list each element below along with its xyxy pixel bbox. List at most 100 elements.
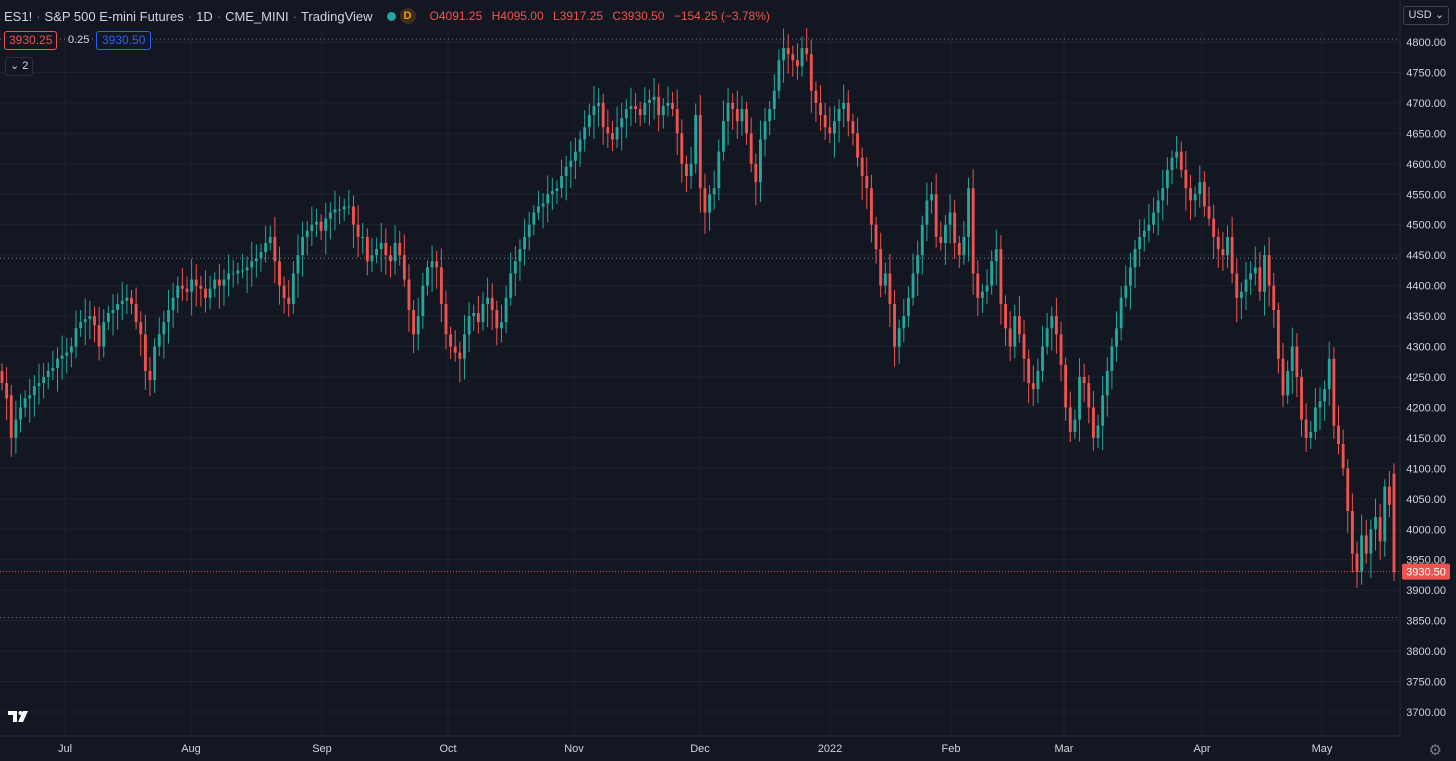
x-tick-label: May xyxy=(1312,743,1333,755)
candle-body xyxy=(83,319,87,323)
candle-body xyxy=(865,176,869,189)
candle-body xyxy=(236,270,240,274)
candle-body xyxy=(1249,273,1253,280)
candle-body xyxy=(1332,358,1336,426)
candle-body xyxy=(624,109,628,119)
candle-body xyxy=(296,255,300,274)
candle-body xyxy=(490,297,494,310)
x-tick-label: Apr xyxy=(1193,743,1210,755)
buy-price-button[interactable]: 3930.50 xyxy=(96,31,152,50)
candle-body xyxy=(985,285,989,292)
candle-body xyxy=(361,236,365,238)
candle-body xyxy=(537,206,540,213)
candle-body xyxy=(1327,358,1331,390)
candle-body xyxy=(675,109,679,134)
candle-body xyxy=(643,102,647,116)
candle-body xyxy=(259,252,263,259)
y-tick-label: 4800.00 xyxy=(1406,37,1446,49)
candle-body xyxy=(943,224,947,243)
candle-body xyxy=(1115,328,1118,347)
candle-body xyxy=(365,236,369,262)
candle-body xyxy=(906,297,910,317)
candle-body xyxy=(435,261,439,268)
candle-body xyxy=(79,322,83,329)
candle-body xyxy=(1017,316,1021,335)
sell-price-button[interactable]: 3930.25 xyxy=(4,31,58,50)
chevron-down-icon: ⌄ xyxy=(1431,9,1444,21)
delayed-badge[interactable]: D xyxy=(399,8,416,24)
currency-select[interactable]: USD ⌄ xyxy=(1403,6,1449,25)
candle-body xyxy=(1350,511,1354,554)
y-tick-label: 4100.00 xyxy=(1406,463,1446,475)
symbol-ticker[interactable]: ES1! xyxy=(4,8,33,24)
candle-body xyxy=(648,99,651,103)
candle-body xyxy=(51,367,55,371)
y-tick-label: 4050.00 xyxy=(1406,494,1446,506)
candle-body xyxy=(1309,431,1313,438)
candle-body xyxy=(555,188,559,192)
candle-body xyxy=(1355,553,1359,572)
candle-body xyxy=(1138,236,1142,250)
candle-body xyxy=(282,285,286,298)
candle-body xyxy=(615,127,619,140)
tradingview-logo-icon[interactable] xyxy=(7,706,31,726)
indicators-collapse-button[interactable]: ⌄ 2 xyxy=(5,57,34,76)
candle-body xyxy=(222,279,226,286)
y-tick-label: 4000.00 xyxy=(1406,524,1446,536)
close-value: 3930.50 xyxy=(621,9,665,23)
candle-body xyxy=(56,358,59,368)
candle-body xyxy=(467,316,471,335)
candle-body xyxy=(1337,425,1340,444)
candle-body xyxy=(134,303,138,323)
candle-body xyxy=(587,115,591,128)
candle-body xyxy=(1031,383,1035,390)
candle-body xyxy=(620,118,624,128)
candle-body xyxy=(185,288,189,292)
candle-body xyxy=(717,151,721,189)
candle-body xyxy=(19,407,22,420)
candle-body xyxy=(1082,377,1086,384)
y-tick-label: 3850.00 xyxy=(1406,616,1446,628)
candle-body xyxy=(1041,346,1044,371)
candle-body xyxy=(782,48,785,61)
source-label: TradingView xyxy=(300,8,373,24)
candle-body xyxy=(948,212,952,225)
candle-body xyxy=(652,96,656,100)
y-tick-label: 4700.00 xyxy=(1406,98,1446,110)
candle-body xyxy=(560,176,564,189)
candle-body xyxy=(990,261,994,286)
candle-body xyxy=(569,160,573,167)
interval-label[interactable]: 1D xyxy=(196,8,213,24)
candle-body xyxy=(291,273,295,304)
x-tick-label: 2022 xyxy=(818,743,842,755)
candle-body xyxy=(278,261,281,286)
candle-body xyxy=(194,279,198,286)
candle-body xyxy=(953,212,957,243)
candle-body xyxy=(1313,407,1317,432)
candle-body xyxy=(795,60,799,67)
candle-body xyxy=(1360,535,1364,572)
candle-body xyxy=(523,236,527,250)
gear-icon[interactable]: ⚙ xyxy=(1428,742,1442,759)
candle-body xyxy=(597,102,601,106)
candle-body xyxy=(883,273,887,286)
candle-body xyxy=(46,370,50,377)
candle-body xyxy=(305,230,309,237)
candle-body xyxy=(1184,169,1188,189)
candle-body xyxy=(231,273,235,275)
candle-body xyxy=(694,115,698,164)
candle-body xyxy=(1073,419,1077,432)
x-tick-label: Nov xyxy=(564,743,584,755)
candle-body xyxy=(726,102,730,122)
candle-body xyxy=(805,48,809,55)
candle-body xyxy=(1369,529,1373,554)
candle-body xyxy=(315,221,318,225)
candle-body xyxy=(1272,285,1276,310)
candle-body xyxy=(472,313,476,317)
candle-body xyxy=(1221,249,1225,256)
candle-body xyxy=(301,236,305,256)
candle-body xyxy=(0,370,4,384)
candle-body xyxy=(842,102,846,109)
candle-body xyxy=(1193,194,1197,201)
